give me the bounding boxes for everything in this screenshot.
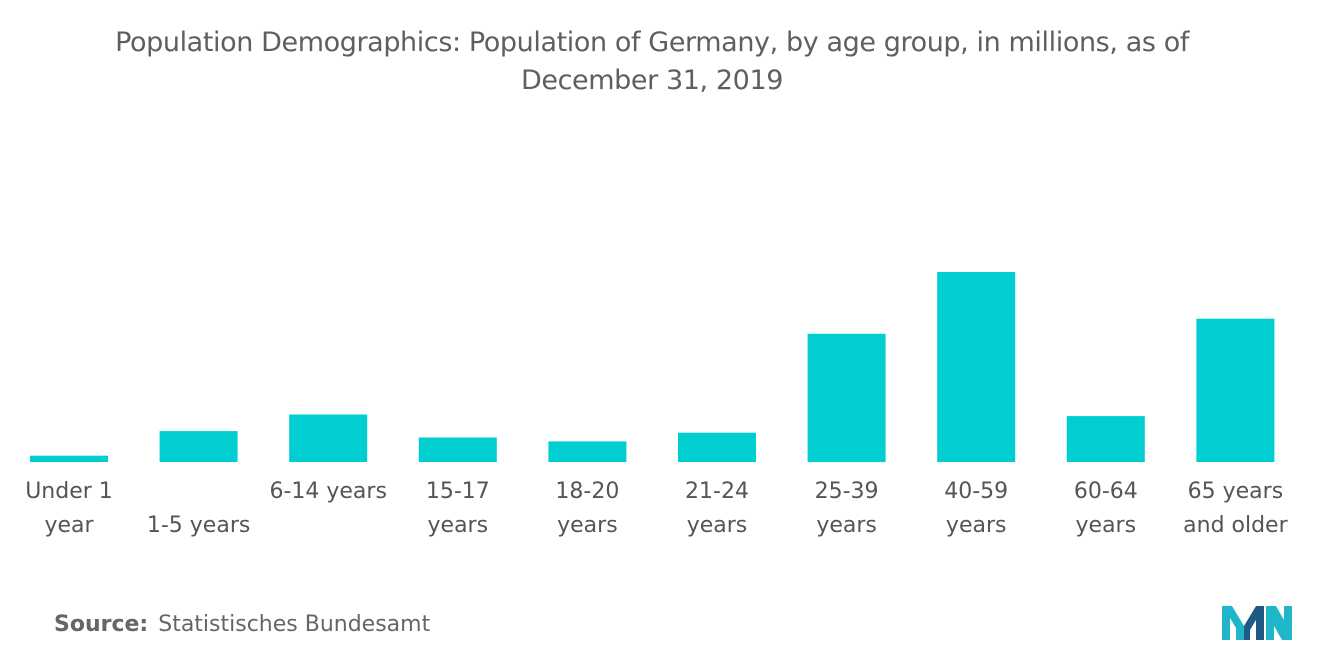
category-label-0-line-0: Under 1: [25, 479, 113, 504]
bar-0: [30, 455, 108, 462]
category-label-8-line-0: 60-64: [1074, 479, 1138, 504]
category-label-3-line-1: years: [428, 513, 489, 538]
category-label-2-line-0: 6-14 years: [269, 479, 386, 504]
chart-title-line-1: Population Demographics: Population of G…: [115, 27, 1189, 58]
brand-logo-icon: [1222, 606, 1292, 640]
category-label-9-line-0: 65 years: [1188, 479, 1284, 504]
source-label: Source:: [54, 612, 149, 637]
category-label-6-line-0: 25-39: [815, 479, 879, 504]
category-label-8-line-1: years: [1076, 513, 1137, 538]
bar-9: [1196, 318, 1275, 462]
bar-2: [289, 414, 368, 462]
category-label-4-line-0: 18-20: [555, 479, 619, 504]
chart-title: Population Demographics: Population of G…: [40, 24, 1264, 100]
category-label-1-line-1: 1-5 years: [147, 513, 250, 538]
bar-4: [548, 441, 627, 462]
bar-8: [1066, 416, 1145, 462]
category-label-3-line-0: 15-17: [426, 479, 490, 504]
category-label-7-line-1: years: [946, 513, 1007, 538]
bar-6: [807, 333, 886, 463]
bar-7: [937, 272, 1016, 462]
category-label-5-line-1: years: [687, 513, 748, 538]
chart-title-line-2: December 31, 2019: [520, 65, 784, 96]
bar-1: [159, 431, 238, 462]
source-text: Statistisches Bundesamt: [158, 612, 431, 637]
bar-3: [418, 437, 497, 462]
category-label-6-line-1: years: [816, 513, 877, 538]
bar-5: [678, 432, 756, 462]
category-label-0-line-1: year: [44, 513, 94, 538]
category-label-4-line-1: years: [557, 513, 618, 538]
category-label-9-line-1: and older: [1183, 513, 1288, 538]
bar-chart: Under 1 year 1-5 years 6-14 years 15-17 years…: [25, 272, 1289, 538]
category-label-7-line-0: 40-59: [944, 479, 1008, 504]
category-label-5-line-0: 21-24: [685, 479, 749, 504]
source-note: Source: Statistisches Bundesamt: [54, 612, 430, 637]
